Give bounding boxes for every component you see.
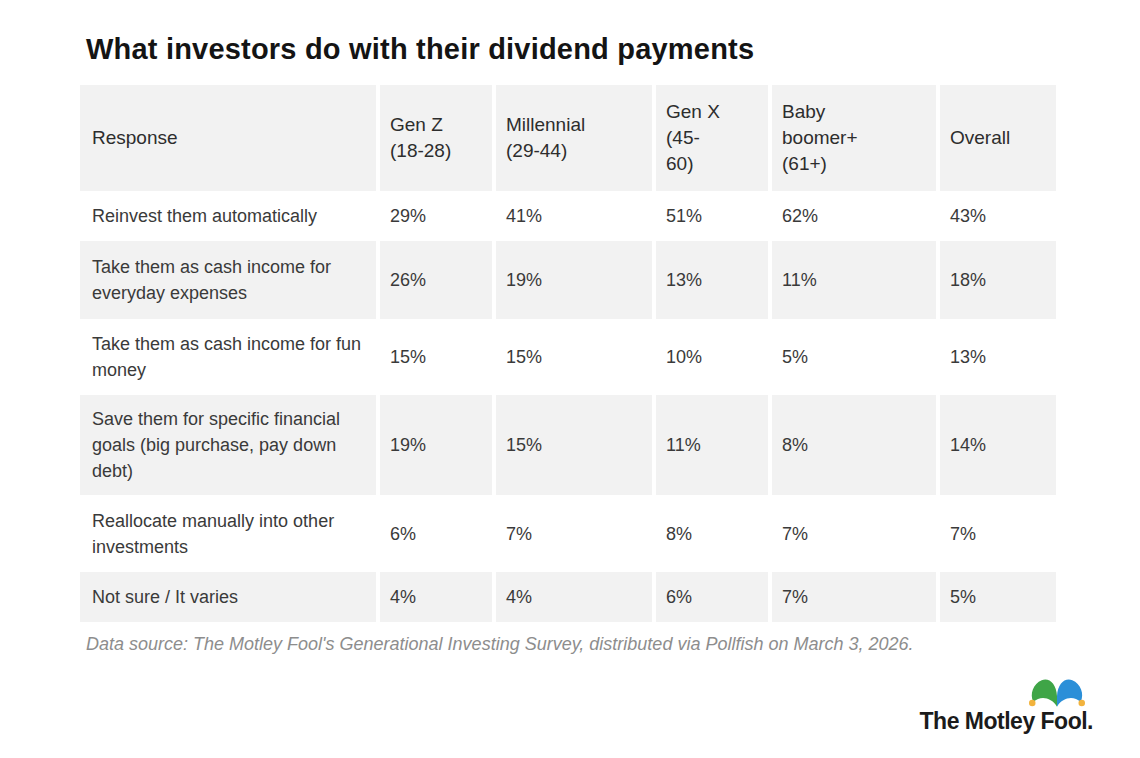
value-cell: 29%: [380, 191, 492, 241]
response-cell: Save them for specific financial goals (…: [80, 395, 376, 495]
table-row: Reinvest them automatically 29% 41% 51% …: [80, 191, 1056, 241]
data-source-note: Data source: The Motley Fool's Generatio…: [86, 634, 914, 655]
dividend-payments-table: Response Gen Z (18-28) Millennial (29-44…: [80, 85, 1056, 622]
response-cell: Not sure / It varies: [80, 572, 376, 622]
response-cell: Take them as cash income for everyday ex…: [80, 241, 376, 319]
value-cell: 41%: [496, 191, 652, 241]
value-cell: 15%: [496, 395, 652, 495]
table-row: Not sure / It varies 4% 4% 6% 7% 5%: [80, 572, 1056, 622]
response-cell: Take them as cash income for fun money: [80, 319, 376, 395]
value-cell: 15%: [496, 319, 652, 395]
value-cell: 8%: [772, 395, 936, 495]
column-header-millennial: Millennial (29-44): [496, 85, 652, 191]
response-cell: Reinvest them automatically: [80, 191, 376, 241]
value-cell: 5%: [940, 572, 1056, 622]
jester-hat-icon: [1024, 676, 1090, 709]
value-cell: 7%: [496, 495, 652, 572]
value-cell: 4%: [496, 572, 652, 622]
value-cell: 43%: [940, 191, 1056, 241]
table-row: Take them as cash income for everyday ex…: [80, 241, 1056, 319]
value-cell: 18%: [940, 241, 1056, 319]
logo-text: The Motley Fool.: [920, 708, 1093, 735]
table-header-row: Response Gen Z (18-28) Millennial (29-44…: [80, 85, 1056, 191]
column-header-response: Response: [80, 85, 376, 191]
value-cell: 10%: [656, 319, 768, 395]
value-cell: 11%: [656, 395, 768, 495]
value-cell: 4%: [380, 572, 492, 622]
motley-fool-logo: The Motley Fool.: [883, 676, 1093, 738]
value-cell: 7%: [940, 495, 1056, 572]
value-cell: 26%: [380, 241, 492, 319]
value-cell: 51%: [656, 191, 768, 241]
value-cell: 11%: [772, 241, 936, 319]
column-header-gen-z: Gen Z (18-28): [380, 85, 492, 191]
table-row: Save them for specific financial goals (…: [80, 395, 1056, 495]
value-cell: 7%: [772, 495, 936, 572]
column-header-gen-x: Gen X (45- 60): [656, 85, 768, 191]
column-header-overall: Overall: [940, 85, 1056, 191]
value-cell: 15%: [380, 319, 492, 395]
infographic-page: What investors do with their dividend pa…: [0, 0, 1140, 758]
value-cell: 6%: [656, 572, 768, 622]
value-cell: 13%: [656, 241, 768, 319]
value-cell: 62%: [772, 191, 936, 241]
table-row: Take them as cash income for fun money 1…: [80, 319, 1056, 395]
value-cell: 7%: [772, 572, 936, 622]
column-header-baby-boomer: Baby boomer+ (61+): [772, 85, 936, 191]
response-cell: Reallocate manually into other investmen…: [80, 495, 376, 572]
table-row: Reallocate manually into other investmen…: [80, 495, 1056, 572]
value-cell: 19%: [496, 241, 652, 319]
value-cell: 6%: [380, 495, 492, 572]
value-cell: 13%: [940, 319, 1056, 395]
value-cell: 8%: [656, 495, 768, 572]
page-title: What investors do with their dividend pa…: [86, 33, 754, 66]
value-cell: 14%: [940, 395, 1056, 495]
value-cell: 19%: [380, 395, 492, 495]
value-cell: 5%: [772, 319, 936, 395]
